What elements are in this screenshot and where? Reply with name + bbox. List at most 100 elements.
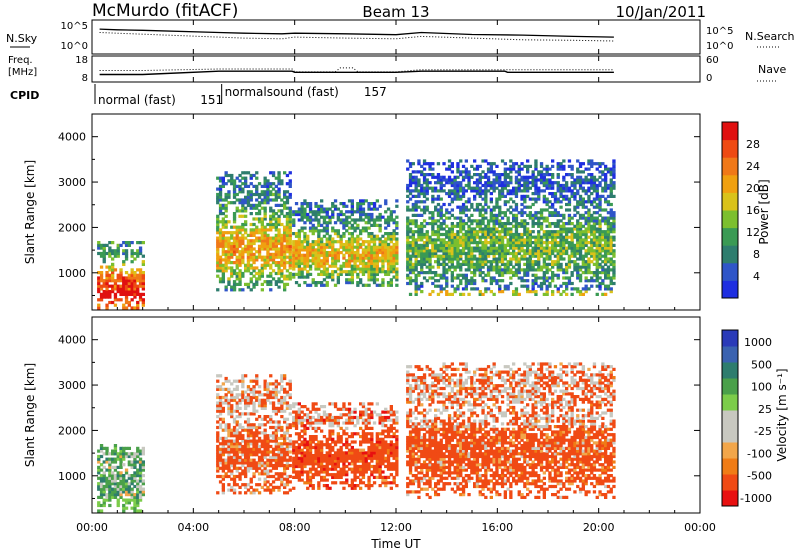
echo-cell bbox=[113, 465, 118, 469]
echo-cell bbox=[514, 232, 519, 237]
echo-cell bbox=[322, 207, 327, 211]
y-tick-label: 1000 bbox=[58, 267, 86, 280]
echo-cell bbox=[492, 260, 496, 264]
echo-cell bbox=[356, 234, 360, 238]
echo-cell bbox=[526, 251, 530, 256]
echo-cell bbox=[584, 175, 588, 179]
echo-cell bbox=[238, 458, 242, 462]
echo-cell bbox=[227, 464, 231, 468]
echo-cell bbox=[503, 181, 507, 185]
echo-cell bbox=[342, 232, 346, 236]
echo-cell bbox=[218, 436, 223, 440]
echo-cell bbox=[288, 171, 292, 175]
echo-cell bbox=[339, 210, 343, 214]
echo-cell bbox=[314, 267, 318, 271]
echo-cell bbox=[232, 201, 237, 205]
echo-cell bbox=[116, 251, 120, 256]
echo-cell bbox=[367, 251, 371, 255]
echo-cell bbox=[277, 228, 281, 232]
echo-cell bbox=[556, 213, 560, 217]
echo-cell bbox=[292, 259, 296, 263]
echo-cell bbox=[517, 235, 521, 239]
echo-cell bbox=[221, 250, 225, 254]
echo-cell bbox=[422, 249, 427, 253]
echo-cell bbox=[105, 457, 109, 461]
echo-cell bbox=[598, 241, 602, 245]
echo-cell bbox=[395, 232, 399, 236]
echo-cell bbox=[436, 262, 441, 266]
echo-cell bbox=[350, 245, 354, 249]
echo-cell bbox=[317, 242, 321, 247]
echo-cell bbox=[218, 255, 223, 259]
echo-cell bbox=[235, 409, 239, 413]
echo-cell bbox=[221, 442, 225, 446]
echo-cell bbox=[257, 439, 262, 443]
echo-cell bbox=[244, 469, 248, 473]
echo-cell bbox=[285, 182, 290, 186]
echo-cell bbox=[325, 259, 329, 263]
echo-cell bbox=[470, 262, 474, 266]
echo-cell bbox=[539, 254, 544, 258]
echo-cell bbox=[559, 230, 563, 234]
echo-cell bbox=[531, 284, 535, 288]
echo-cell bbox=[277, 195, 281, 199]
echo-cell bbox=[553, 238, 558, 242]
echo-cell bbox=[257, 404, 262, 408]
echo-cell bbox=[567, 276, 572, 280]
echo-cell bbox=[612, 227, 616, 231]
echo-cell bbox=[456, 230, 460, 234]
echo-cell bbox=[300, 256, 304, 260]
echo-cell bbox=[297, 240, 301, 244]
echo-cell bbox=[601, 232, 605, 237]
echo-cell bbox=[124, 490, 129, 494]
echo-cell bbox=[542, 246, 546, 250]
echo-cell bbox=[447, 216, 452, 220]
echo-cell bbox=[428, 164, 432, 168]
echo-cell bbox=[386, 221, 391, 225]
echo-cell bbox=[606, 238, 611, 242]
echo-cell bbox=[372, 264, 377, 268]
echo-cell bbox=[230, 447, 234, 451]
echo-cell bbox=[545, 224, 549, 228]
echo-cell bbox=[478, 213, 482, 217]
echo-cell bbox=[244, 184, 248, 188]
echo-cell bbox=[417, 246, 421, 250]
echo-cell bbox=[367, 215, 371, 219]
echo-cell bbox=[328, 245, 332, 249]
echo-cell bbox=[576, 271, 580, 275]
echo-cell bbox=[456, 254, 460, 258]
echo-cell bbox=[308, 226, 313, 230]
echo-cell bbox=[364, 264, 368, 268]
echo-cell bbox=[389, 261, 393, 266]
echo-cell bbox=[269, 206, 273, 210]
echo-cell bbox=[436, 238, 441, 242]
echo-cell bbox=[553, 230, 558, 234]
echo-cell bbox=[269, 282, 273, 286]
echo-cell bbox=[122, 490, 126, 494]
echo-cell bbox=[252, 252, 256, 256]
echo-cell bbox=[378, 215, 382, 219]
echo-cell bbox=[500, 257, 505, 261]
echo-cell bbox=[249, 464, 253, 468]
echo-cell bbox=[241, 241, 245, 246]
echo-cell bbox=[269, 209, 273, 213]
echo-cell bbox=[130, 487, 134, 491]
echo-cell bbox=[271, 434, 276, 438]
echo-cell bbox=[551, 279, 555, 283]
echo-cell bbox=[333, 204, 338, 208]
echo-cell bbox=[414, 178, 418, 182]
echo-cell bbox=[584, 271, 588, 275]
echo-cell bbox=[306, 212, 310, 217]
echo-cell bbox=[573, 224, 577, 228]
echo-cell bbox=[481, 159, 485, 163]
echo-cell bbox=[285, 255, 290, 259]
echo-cell bbox=[266, 179, 270, 183]
echo-cell bbox=[584, 211, 588, 215]
echo-cell bbox=[509, 178, 513, 182]
echo-cell bbox=[218, 209, 223, 213]
echo-cell bbox=[342, 253, 346, 257]
echo-cell bbox=[224, 288, 228, 292]
echo-cell bbox=[263, 182, 267, 186]
echo-cell bbox=[523, 232, 527, 237]
echo-cell bbox=[395, 245, 399, 249]
